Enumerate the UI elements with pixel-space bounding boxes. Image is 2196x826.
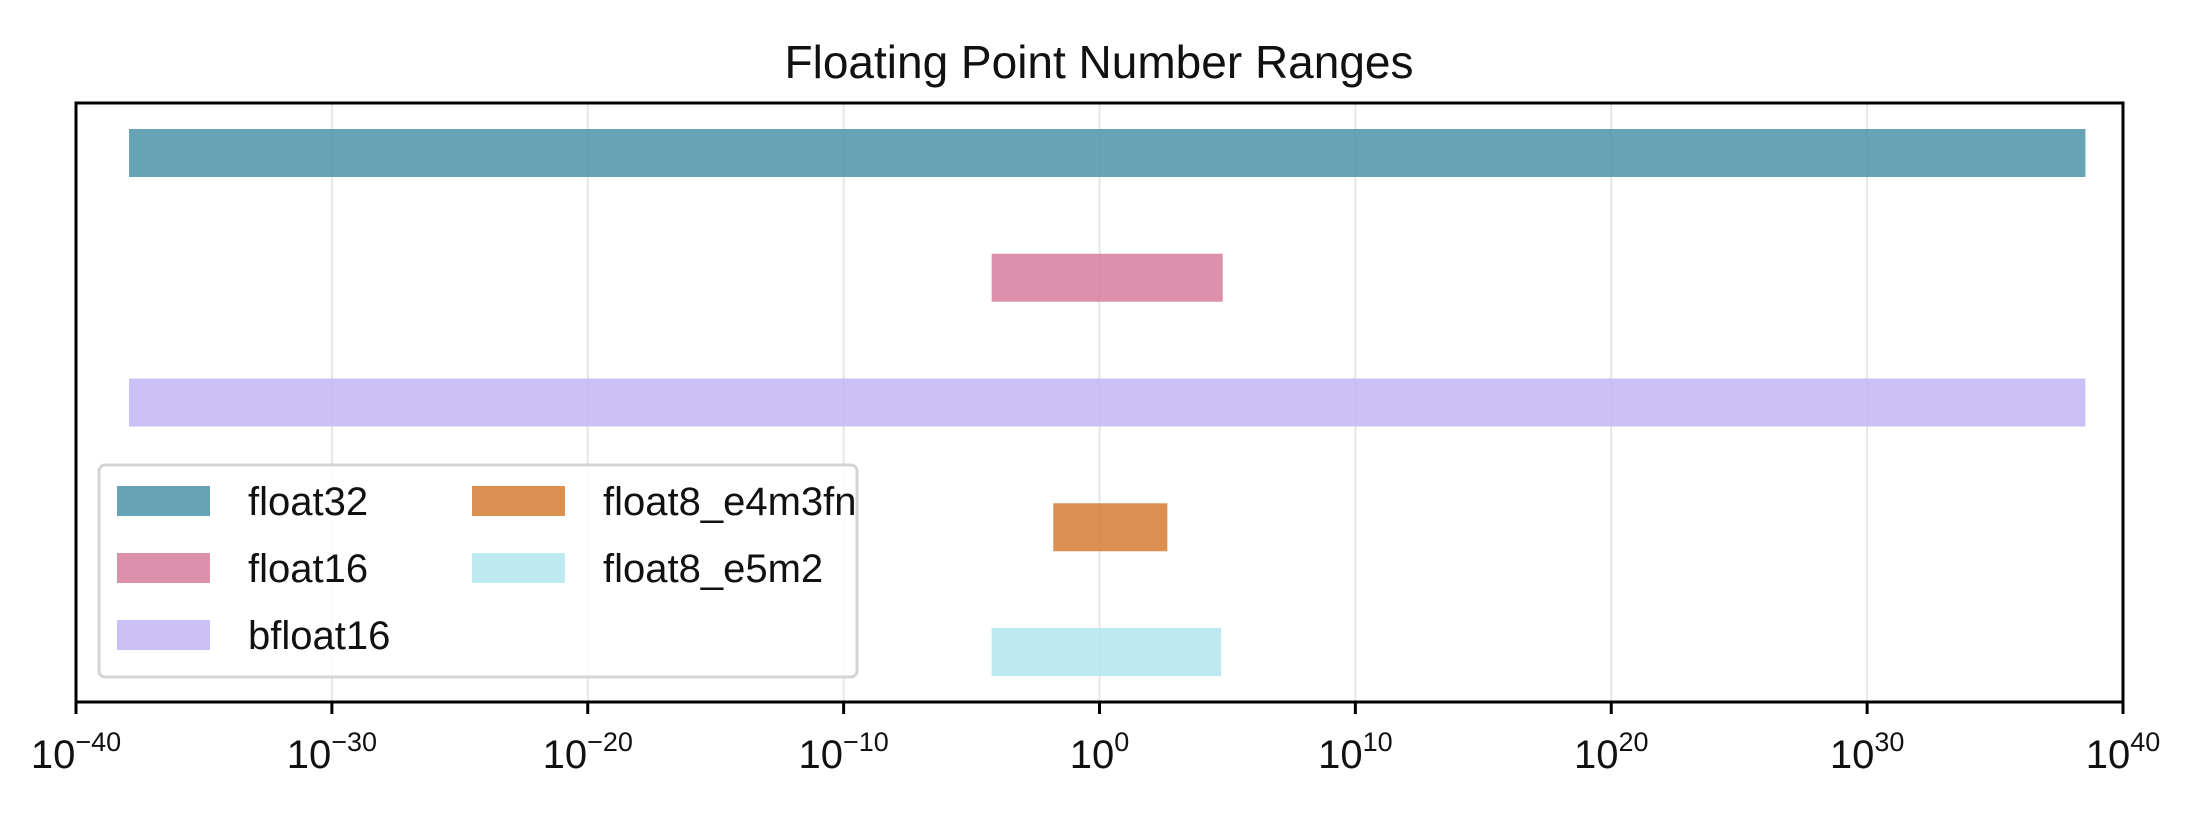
x-tick-base: 10 xyxy=(31,733,76,777)
range-bar-float8-e4m3fn xyxy=(1053,503,1168,552)
x-axis-ticks: 10−40 10−30 10−20 10−10 100 1010 1020 1030 1040 xyxy=(31,702,2160,777)
legend-swatch xyxy=(117,620,210,650)
x-tick-exponent: −20 xyxy=(587,727,633,757)
legend-label: float32 xyxy=(248,480,368,524)
legend: float32 float16 bfloat16 float8_e4m3fnfloat… xyxy=(97,463,859,679)
x-tick-label: 1020 xyxy=(1574,727,1649,777)
legend-label: float8_e5m2 xyxy=(603,547,823,591)
x-tick-label: 1030 xyxy=(1830,727,1905,777)
x-tick-label: 10−40 xyxy=(31,727,121,777)
legend-label: float16 xyxy=(248,547,368,591)
x-tick-exponent: 30 xyxy=(1874,727,1904,757)
legend-swatch xyxy=(472,553,565,583)
range-bar-float8-e5m2 xyxy=(991,628,1222,676)
range-bar-float16 xyxy=(991,253,1223,302)
chart-title: Floating Point Number Ranges xyxy=(785,36,1414,88)
x-tick-exponent: 40 xyxy=(2130,727,2160,757)
x-tick-exponent: −40 xyxy=(75,727,121,757)
x-tick-base: 10 xyxy=(287,733,332,777)
x-tick-label: 10−30 xyxy=(287,727,377,777)
x-tick-label: 100 xyxy=(1070,727,1130,777)
legend-label: float8_e4m3fn xyxy=(603,480,857,524)
legend-swatch xyxy=(117,486,210,516)
x-tick-exponent: −30 xyxy=(331,727,377,757)
range-bars xyxy=(129,129,2086,676)
range-bar-bfloat16 xyxy=(129,378,2086,427)
x-tick-label: 10−20 xyxy=(543,727,633,777)
x-tick-label: 10−10 xyxy=(798,727,888,777)
x-tick-exponent: 10 xyxy=(1363,727,1393,757)
x-tick-label: 1010 xyxy=(1318,727,1393,777)
x-tick-base: 10 xyxy=(543,733,588,777)
x-tick-base: 10 xyxy=(798,733,843,777)
legend-swatch xyxy=(472,486,565,516)
x-tick-base: 10 xyxy=(1574,733,1619,777)
x-tick-label: 1040 xyxy=(2086,727,2161,777)
x-tick-base: 10 xyxy=(1070,733,1115,777)
legend-label: bfloat16 xyxy=(248,614,390,658)
x-tick-base: 10 xyxy=(2086,733,2131,777)
x-tick-base: 10 xyxy=(1830,733,1875,777)
x-tick-exponent: 20 xyxy=(1618,727,1648,757)
x-tick-exponent: 0 xyxy=(1114,727,1129,757)
legend-swatch xyxy=(117,553,210,583)
range-bar-float32 xyxy=(129,129,2086,177)
x-tick-exponent: −10 xyxy=(843,727,889,757)
x-tick-base: 10 xyxy=(1318,733,1363,777)
